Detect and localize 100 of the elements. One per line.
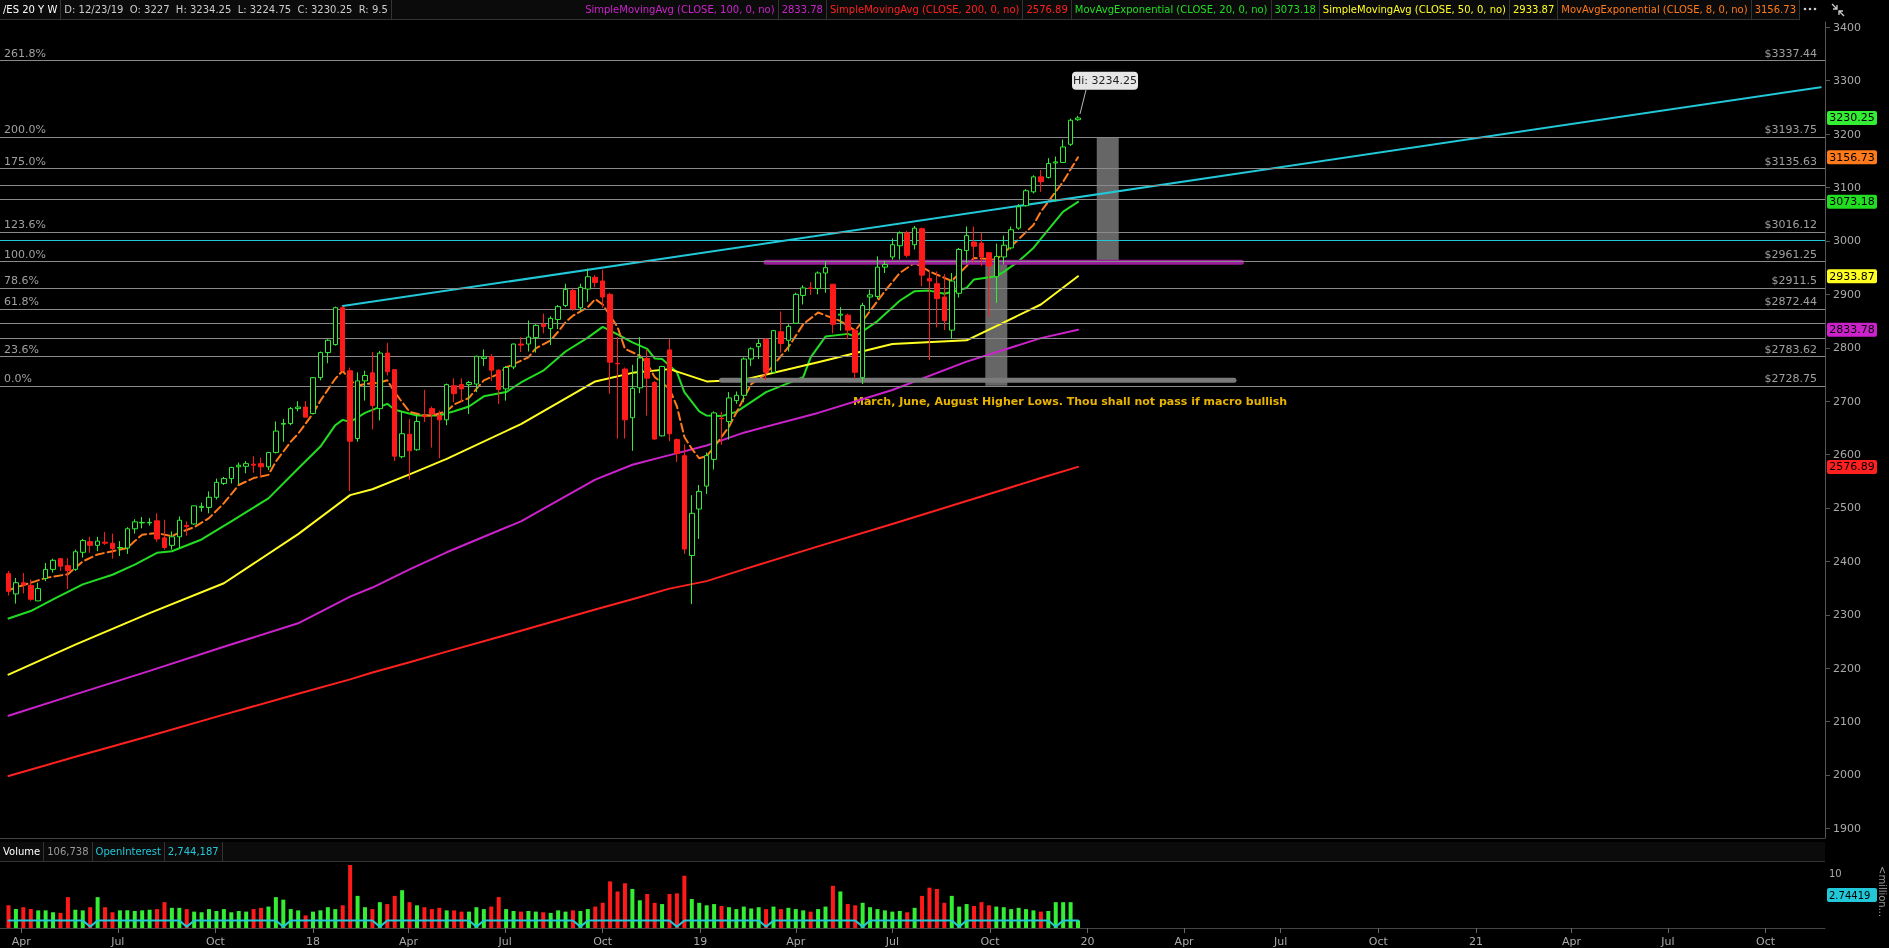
candlestick <box>184 520 189 537</box>
candlestick <box>860 302 865 385</box>
x-tick-label: Jul <box>1660 935 1675 948</box>
candlestick <box>35 582 41 602</box>
candlestick <box>541 313 546 334</box>
text: 2576.89 <box>1023 0 1072 19</box>
y-tick-label: 2000 <box>1833 768 1861 782</box>
candlestick <box>689 494 695 605</box>
x-tick-label: Apr <box>1561 935 1582 948</box>
text: 3073.18 <box>1829 195 1875 209</box>
candlestick <box>466 380 472 415</box>
y-tick-label: 2600 <box>1833 448 1861 462</box>
bar <box>645 893 650 928</box>
candlestick <box>1031 174 1036 194</box>
candlestick <box>503 365 509 402</box>
bar <box>934 888 939 928</box>
bar <box>682 875 687 928</box>
candlestick <box>437 410 442 459</box>
y-tick-label: 2900 <box>1833 287 1861 301</box>
candlestick <box>377 350 383 421</box>
candlestick <box>652 380 657 441</box>
candlestick <box>726 391 732 441</box>
candlestick <box>830 283 836 334</box>
candlestick <box>771 329 776 375</box>
candlestick <box>429 406 435 449</box>
candlestick <box>333 306 338 347</box>
bar <box>652 902 657 928</box>
x-tick-label: Oct <box>1368 935 1389 948</box>
x-tick-label: 19 <box>693 935 708 948</box>
ref-line-label: $3337.44 <box>1764 46 1817 60</box>
bar <box>845 904 850 928</box>
candlestick <box>169 530 175 551</box>
candlestick <box>756 338 761 360</box>
candlestick <box>325 338 331 364</box>
candlestick <box>897 230 903 261</box>
candlestick <box>303 400 308 418</box>
bar <box>422 907 427 928</box>
candlestick <box>392 368 397 462</box>
x-tick-label: Jul <box>497 935 512 948</box>
text: 10 <box>1829 867 1842 879</box>
candlestick <box>704 451 709 495</box>
candlestick <box>882 260 888 274</box>
candlestick <box>808 281 813 296</box>
x-tick-label: Apr <box>1174 935 1195 948</box>
annotation: 123.6% <box>4 218 46 232</box>
annotation: Hi: 3234.25 <box>1073 74 1138 88</box>
candlestick <box>630 364 635 452</box>
ref-line-label: $3135.63 <box>1764 154 1817 168</box>
candlestick <box>50 558 56 574</box>
annotation: 200.0% <box>4 123 46 137</box>
candlestick <box>65 557 71 590</box>
candlestick <box>87 536 93 554</box>
y-tick-label: 2700 <box>1833 394 1861 408</box>
text: MovAvgExponential (CLOSE, 20, 0, no) <box>1071 0 1272 19</box>
candlestick <box>1075 115 1081 122</box>
candlestick <box>518 336 524 353</box>
candlestick <box>162 519 167 551</box>
bar <box>21 907 26 928</box>
x-tick-label: Oct <box>1756 935 1776 948</box>
bar <box>340 905 345 928</box>
x-tick-label: Oct <box>205 935 226 948</box>
candlestick <box>221 476 227 486</box>
y-tick-label: 2500 <box>1833 501 1861 515</box>
text: 3073.18 <box>1271 0 1320 19</box>
candlestick <box>281 418 286 443</box>
candlestick <box>251 455 256 474</box>
candlestick <box>979 232 984 267</box>
text: 106,738 <box>44 842 93 861</box>
candlestick <box>511 342 516 370</box>
bar <box>719 905 724 928</box>
text: 2933.87 <box>1509 0 1559 19</box>
candlestick <box>496 368 501 405</box>
candlestick <box>615 336 620 440</box>
bar <box>697 902 702 928</box>
candlestick <box>592 274 598 288</box>
x-tick-label: Oct <box>980 935 1001 948</box>
candlestick <box>474 355 479 393</box>
bar <box>1076 920 1081 928</box>
bar <box>660 904 665 928</box>
candlestick <box>600 269 605 309</box>
candlestick <box>578 283 583 312</box>
annotation: 61.8% <box>4 295 39 309</box>
x-tick-label: 21 <box>1468 935 1483 948</box>
y-tick-label: 3300 <box>1833 74 1861 88</box>
bar <box>667 893 672 928</box>
candlestick <box>362 370 368 402</box>
bar <box>942 902 947 928</box>
candlestick <box>236 462 241 485</box>
bar <box>674 893 679 928</box>
bar <box>363 907 367 928</box>
y-tick-label: 3100 <box>1833 181 1861 195</box>
candlestick <box>823 260 828 294</box>
bar <box>400 890 405 928</box>
annotation: 23.6% <box>4 342 39 356</box>
candlestick <box>154 512 160 543</box>
bar <box>392 895 397 928</box>
x-tick-label: Apr <box>786 935 806 948</box>
candlestick <box>1023 188 1029 208</box>
annotation: 78.6% <box>4 274 39 288</box>
candlestick <box>347 367 353 492</box>
